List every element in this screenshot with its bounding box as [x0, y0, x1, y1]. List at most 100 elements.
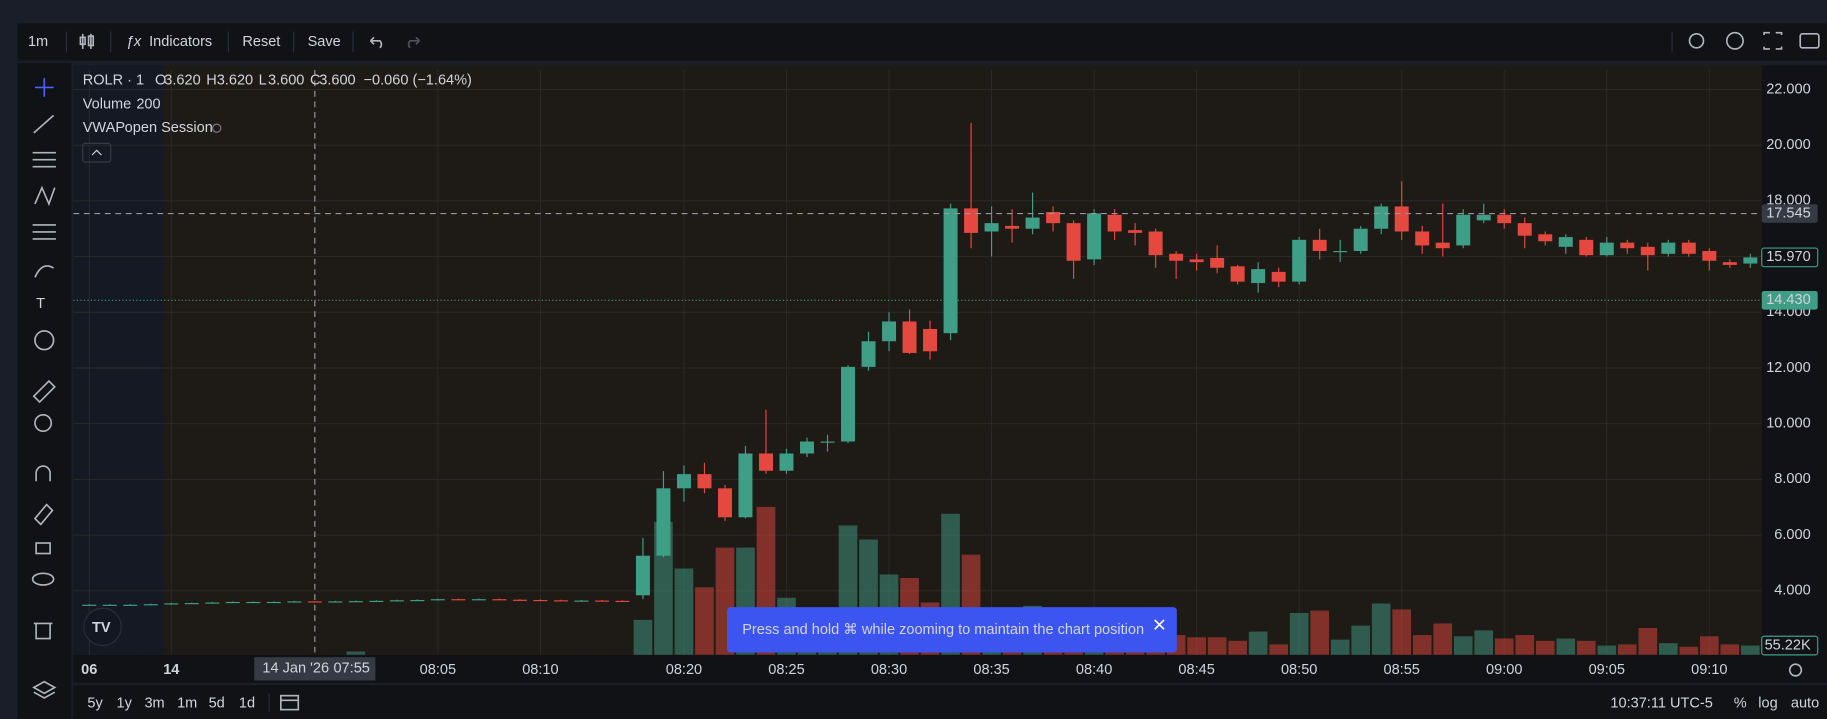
candle-body — [676, 474, 691, 489]
volume-bar — [1412, 635, 1432, 655]
indicators-button[interactable]: Indicators — [149, 34, 212, 50]
volume-bar — [1617, 644, 1637, 655]
candle-body — [1333, 250, 1348, 253]
volume-bar — [1248, 631, 1268, 655]
candle-body — [820, 441, 835, 443]
volume-bar — [1679, 646, 1699, 655]
volume-bar — [346, 651, 366, 655]
volume-bar — [1330, 639, 1350, 655]
candle-body — [1599, 242, 1614, 256]
save-button[interactable]: Save — [308, 34, 341, 50]
legend-change: −0.060 (−1.64%) — [364, 72, 472, 88]
time-axis-settings[interactable] — [1788, 663, 1803, 677]
auto-toggle[interactable]: auto — [1791, 696, 1819, 712]
candle-body — [717, 488, 732, 518]
candle-body — [1271, 271, 1286, 282]
candle-body — [1169, 253, 1184, 261]
candle-body — [82, 604, 97, 606]
candle-body — [1394, 206, 1409, 232]
candle-body — [123, 604, 138, 606]
chart-type-button[interactable] — [79, 33, 95, 49]
alert-button[interactable] — [1688, 33, 1705, 49]
candle-body — [471, 599, 486, 601]
crosshair-price-tag-box — [1761, 204, 1818, 223]
redo-button[interactable] — [407, 36, 421, 49]
volume-bar — [1453, 636, 1473, 655]
legend-collapse[interactable] — [82, 142, 112, 163]
candle-body — [1538, 234, 1553, 242]
log-toggle[interactable]: log — [1758, 696, 1777, 712]
range-button[interactable]: 1y — [117, 696, 133, 712]
legend-low: 3.600 — [268, 72, 304, 88]
candle-body — [102, 604, 117, 606]
x-tick-label: 08:50 — [1281, 662, 1317, 678]
settings-button[interactable] — [1725, 31, 1744, 50]
candle-body — [1066, 223, 1081, 261]
legend-h: H — [206, 72, 217, 88]
candle-body — [1189, 259, 1204, 263]
vwap-tag: 14.430 — [1766, 292, 1811, 308]
x-tick-label: 08:30 — [871, 662, 907, 678]
fx-icon: ƒx — [126, 34, 142, 50]
candle-body — [841, 366, 856, 442]
range-button[interactable]: 5d — [209, 696, 225, 712]
drawing-tools[interactable]: T — [31, 78, 57, 699]
volume-bar — [1535, 640, 1555, 655]
volume-bar — [1597, 645, 1617, 655]
candle-body — [1497, 214, 1512, 224]
interval-button[interactable]: 1m — [28, 34, 48, 50]
x-tick-label: 06 — [81, 662, 97, 678]
vwap-hide-icon[interactable] — [212, 123, 222, 133]
candle-body — [1415, 231, 1430, 246]
crosshair-price-tag: 17.545 — [1766, 205, 1811, 221]
x-tick-label: 08:20 — [666, 662, 702, 678]
candle-body — [430, 599, 445, 601]
range-button[interactable]: 1d — [239, 696, 255, 712]
volume-bar — [1433, 623, 1453, 655]
fullscreen-button[interactable] — [1763, 31, 1783, 50]
volume-bar — [674, 568, 694, 655]
range-button[interactable]: 5y — [87, 696, 103, 712]
volume-bar — [1720, 644, 1740, 655]
candle-body — [779, 453, 794, 471]
toast-close[interactable] — [1154, 619, 1165, 630]
candle-body — [1005, 225, 1020, 229]
volume-bar — [1351, 625, 1371, 655]
candle-body — [615, 600, 630, 603]
volume-bar — [1474, 630, 1494, 655]
undo-button[interactable] — [369, 36, 383, 49]
x-tick-label: 08:05 — [420, 662, 456, 678]
legend-symbol: ROLR · 1 — [83, 72, 144, 88]
clock: 10:37:11 UTC-5 — [1610, 696, 1712, 712]
price-axis — [1761, 65, 1827, 655]
snapshot-button[interactable] — [1799, 33, 1820, 49]
volume-bar — [1741, 645, 1760, 655]
range-button[interactable]: 1m — [177, 696, 197, 712]
candle-body — [225, 601, 240, 604]
x-tick-label: 08:10 — [522, 662, 558, 678]
candle-body — [882, 321, 897, 342]
candle-body — [246, 601, 261, 604]
legend-o: O — [155, 72, 166, 88]
candle-body — [143, 604, 158, 606]
candle-body — [697, 474, 712, 489]
range-button[interactable]: 3m — [144, 696, 164, 712]
reset-button[interactable]: Reset — [242, 34, 280, 50]
percent-toggle[interactable]: % — [1734, 696, 1747, 712]
candle-body — [984, 223, 999, 232]
candle-body — [1087, 213, 1102, 260]
candle-body — [1661, 242, 1676, 254]
candle-body — [800, 441, 814, 454]
x-tick-label: 08:40 — [1076, 662, 1112, 678]
candle-body — [328, 601, 343, 603]
last-volume-tag: 55.22K — [1765, 637, 1811, 653]
last-price-tag-box — [1761, 247, 1819, 268]
candle-body — [1210, 257, 1225, 268]
overlay: 14 Jan '26 07:55 — [73, 69, 1762, 681]
candle-body — [1107, 214, 1122, 232]
date-range-icon[interactable] — [279, 694, 300, 711]
volume-bar — [1699, 636, 1719, 655]
x-tick-label: 09:10 — [1691, 662, 1727, 678]
candle-body — [184, 603, 199, 605]
y-tick-label: 4.000 — [1774, 583, 1810, 599]
